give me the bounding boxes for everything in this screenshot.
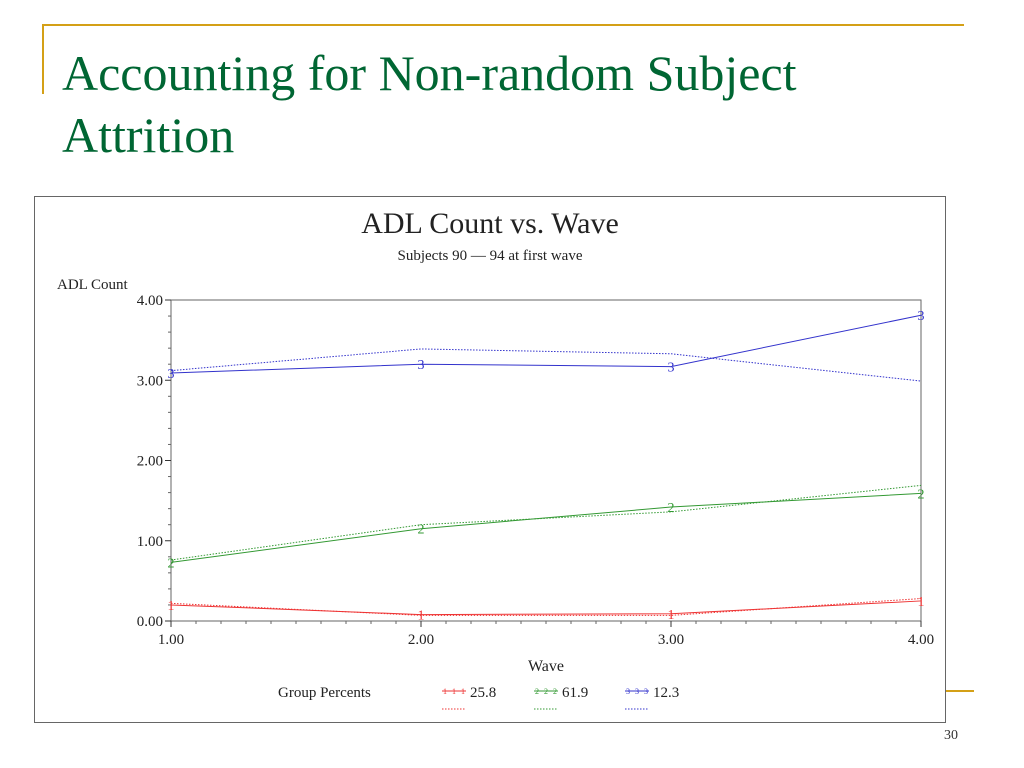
chart-subtitle: Subjects 90 — 94 at first wave [398, 248, 583, 264]
y-tick-label: 0.00 [137, 614, 163, 630]
y-tick-label: 4.00 [137, 293, 163, 309]
legend-marker-61.9: 2 [535, 687, 539, 696]
series-12.3-point-marker: 3 [918, 309, 925, 324]
series-61.9-point-marker: 2 [918, 487, 925, 502]
series-25.8-point-marker: 1 [918, 595, 925, 610]
series-61.9-point-marker: 2 [168, 556, 175, 571]
adl-count-chart: ADL Count vs. Wave Subjects 90 — 94 at fi… [57, 207, 934, 710]
series-12.3-estimated-line [170, 348, 922, 382]
y-axis-label: ADL Count [57, 277, 129, 293]
right-accent-line [944, 690, 974, 692]
series-61.9-observed-line [170, 492, 922, 563]
legend-marker-61.9: 2 [544, 687, 548, 696]
series-12.3-point-marker: 3 [668, 361, 675, 376]
legend-marker-12.3: 3 [635, 687, 639, 696]
legend-marker-25.8: 1 [452, 687, 456, 696]
slide-title: Accounting for Non-random Subject Attrit… [62, 45, 797, 163]
legend-marker-25.8: 1 [461, 687, 465, 696]
legend-label-61.9: 61.9 [562, 685, 588, 701]
legend-label-12.3: 12.3 [653, 685, 679, 701]
series-25.8-observed-line [170, 600, 922, 616]
legend-marker-12.3: 3 [644, 687, 648, 696]
series-25.8-point-marker: 1 [418, 609, 425, 624]
legend-label-25.8: 25.8 [470, 685, 496, 701]
chart-frame: ADL Count vs. Wave Subjects 90 — 94 at fi… [34, 196, 946, 723]
y-tick-label: 1.00 [137, 534, 163, 550]
series-61.9-estimated-line [170, 484, 922, 561]
series-12.3-observed-line [170, 314, 922, 374]
legend-marker-25.8: 1 [443, 687, 447, 696]
x-tick-label: 4.00 [908, 632, 934, 648]
legend-marker-12.3: 3 [626, 687, 630, 696]
x-tick-label: 2.00 [408, 632, 434, 648]
series-25.8-point-marker: 1 [668, 608, 675, 623]
series-25.8-point-marker: 1 [168, 599, 175, 614]
top-accent-line [42, 24, 964, 26]
chart-title: ADL Count vs. Wave [361, 207, 619, 240]
y-tick-label: 3.00 [137, 373, 163, 389]
x-axis-label: Wave [528, 658, 564, 675]
page-number: 30 [944, 728, 958, 743]
legend-title: Group Percents [278, 685, 371, 701]
series-25.8-estimated-line [170, 598, 922, 616]
series-61.9-point-marker: 2 [418, 523, 425, 538]
plot-area [170, 299, 922, 622]
left-accent-line [42, 24, 44, 94]
legend-marker-61.9: 2 [553, 687, 557, 696]
series-12.3-point-marker: 3 [168, 367, 175, 382]
x-tick-label: 3.00 [658, 632, 684, 648]
series-61.9-point-marker: 2 [668, 501, 675, 516]
y-tick-label: 2.00 [137, 454, 163, 470]
series-12.3-point-marker: 3 [418, 358, 425, 373]
x-tick-label: 1.00 [158, 632, 184, 648]
